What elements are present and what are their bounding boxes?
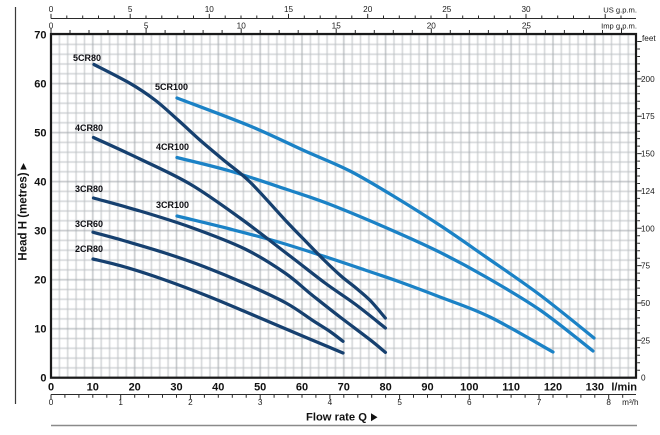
svg-text:70: 70 <box>34 30 46 42</box>
svg-text:25: 25 <box>442 5 452 14</box>
svg-text:15: 15 <box>332 22 342 31</box>
svg-text:25: 25 <box>522 22 532 31</box>
svg-text:70: 70 <box>338 382 350 394</box>
svg-text:2: 2 <box>188 398 193 407</box>
svg-text:120: 120 <box>544 382 562 394</box>
svg-text:50: 50 <box>641 299 651 308</box>
svg-text:10: 10 <box>237 22 247 31</box>
svg-text:4CR80: 4CR80 <box>75 123 103 133</box>
svg-text:40: 40 <box>34 177 46 189</box>
svg-text:150: 150 <box>641 150 655 159</box>
svg-text:100: 100 <box>460 382 478 394</box>
svg-text:30: 30 <box>34 226 46 238</box>
svg-text:Flow rate Q: Flow rate Q <box>306 412 367 424</box>
svg-text:6: 6 <box>467 398 472 407</box>
svg-text:Imp g.p.m.: Imp g.p.m. <box>601 21 637 30</box>
svg-text:5: 5 <box>397 398 402 407</box>
svg-text:175: 175 <box>641 112 655 121</box>
svg-text:10: 10 <box>34 324 46 336</box>
svg-text:25: 25 <box>641 336 651 345</box>
svg-text:3: 3 <box>258 398 263 407</box>
svg-text:20: 20 <box>129 382 141 394</box>
svg-text:200: 200 <box>641 75 655 84</box>
svg-text:0: 0 <box>641 374 646 383</box>
svg-text:100: 100 <box>641 224 655 233</box>
svg-text:5CR80: 5CR80 <box>73 53 101 63</box>
svg-text:10: 10 <box>205 5 215 14</box>
svg-text:15: 15 <box>284 5 294 14</box>
svg-text:50: 50 <box>254 382 266 394</box>
svg-text:l/min: l/min <box>611 382 637 394</box>
svg-text:124: 124 <box>641 187 655 196</box>
svg-text:10: 10 <box>87 382 99 394</box>
svg-text:40: 40 <box>212 382 224 394</box>
svg-text:30: 30 <box>170 382 182 394</box>
svg-text:30: 30 <box>521 5 531 14</box>
svg-text:60: 60 <box>34 79 46 91</box>
svg-text:0: 0 <box>49 398 54 407</box>
svg-text:20: 20 <box>34 275 46 287</box>
svg-text:m³/h: m³/h <box>622 398 639 407</box>
svg-text:5CR100: 5CR100 <box>155 82 188 92</box>
svg-text:0: 0 <box>40 373 46 385</box>
svg-text:90: 90 <box>421 382 433 394</box>
svg-text:5: 5 <box>128 5 133 14</box>
svg-text:0: 0 <box>48 382 54 394</box>
svg-text:Head H (metres) ▸: Head H (metres) ▸ <box>18 162 30 260</box>
svg-text:60: 60 <box>296 382 308 394</box>
svg-text:feet: feet <box>642 34 656 43</box>
svg-text:7: 7 <box>537 398 542 407</box>
svg-text:80: 80 <box>379 382 391 394</box>
svg-text:US g.p.m.: US g.p.m. <box>603 5 637 14</box>
svg-text:4CR100: 4CR100 <box>156 142 189 152</box>
svg-text:0: 0 <box>49 5 54 14</box>
svg-text:8: 8 <box>606 398 611 407</box>
svg-text:3CR80: 3CR80 <box>75 184 103 194</box>
svg-text:5: 5 <box>144 22 149 31</box>
svg-text:0: 0 <box>49 22 54 31</box>
svg-text:20: 20 <box>427 22 437 31</box>
svg-text:3CR100: 3CR100 <box>156 200 189 210</box>
svg-text:3CR60: 3CR60 <box>75 219 103 229</box>
svg-text:50: 50 <box>34 128 46 140</box>
svg-text:4: 4 <box>328 398 333 407</box>
svg-text:110: 110 <box>502 382 520 394</box>
svg-text:2CR80: 2CR80 <box>75 244 103 254</box>
svg-text:20: 20 <box>363 5 373 14</box>
svg-text:130: 130 <box>586 382 604 394</box>
svg-text:1: 1 <box>118 398 123 407</box>
svg-text:75: 75 <box>641 262 651 271</box>
